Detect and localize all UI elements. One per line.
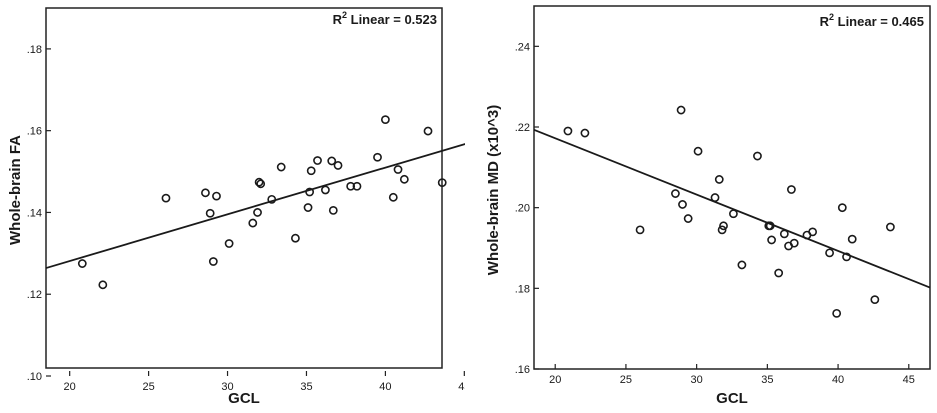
data-point (256, 179, 266, 189)
data-point (753, 151, 762, 161)
data-point (201, 188, 210, 198)
y-tick-label: .12 (27, 289, 42, 301)
data-point (825, 248, 834, 258)
data-point (276, 162, 286, 172)
fit-line (45, 143, 465, 269)
data-point (737, 260, 747, 270)
data-point (254, 177, 264, 187)
data-point (729, 209, 738, 219)
x-tick-label: 35 (761, 374, 773, 386)
data-point (333, 161, 343, 170)
y-tick-label: .14 (27, 207, 42, 219)
fa-scatter-chart: 20 25 30 35 40 45 .10 .12 .14 .16 .18 GCL Whole-br… (7, 7, 465, 407)
x-tick-label: 25 (620, 374, 632, 386)
data-point (563, 126, 573, 136)
data-point (224, 239, 234, 248)
x-tick-label: 35 (300, 381, 312, 393)
y-tick-label: .10 (27, 371, 42, 383)
data-point (291, 233, 300, 243)
data-point (423, 126, 433, 136)
y-tick-label: .18 (27, 44, 42, 56)
data-point (437, 178, 447, 187)
y-tick-label: .24 (515, 41, 530, 53)
data-point (380, 115, 390, 125)
data-point (313, 156, 322, 165)
data-point (717, 225, 727, 235)
plot-frame (533, 5, 931, 370)
x-tick-label: 30 (691, 374, 703, 386)
data-point (306, 166, 316, 176)
r2-annotation: R2 Linear = 0.523 (333, 10, 437, 27)
data-layer: 20 25 30 35 40 45 .10 .12 .14 .16 .18 (27, 44, 465, 393)
data-point (77, 259, 87, 268)
data-point (832, 308, 842, 318)
x-tick-label: 20 (549, 374, 561, 386)
data-point (327, 156, 337, 166)
data-point (305, 187, 315, 197)
data-point (205, 208, 215, 218)
y-axis-title: Whole-brain FA (7, 135, 24, 245)
data-point (352, 181, 362, 191)
data-point (678, 200, 687, 209)
data-layer: 20 25 30 35 40 45 .16 .18 .20 .22 .24 (515, 41, 931, 386)
data-point (693, 146, 703, 156)
data-point (676, 105, 686, 115)
x-tick-label: 30 (221, 381, 233, 393)
data-point (399, 174, 409, 184)
data-point (885, 222, 895, 232)
data-point (248, 218, 258, 228)
data-point (870, 295, 880, 305)
x-tick-label: 40 (832, 374, 844, 386)
data-point (321, 185, 330, 195)
x-tick-label: 25 (142, 381, 154, 393)
x-axis-title: GCL (716, 390, 748, 407)
data-point (786, 185, 796, 194)
y-tick-label: .22 (515, 122, 530, 134)
x-tick-label: 45 (903, 374, 915, 386)
data-point (710, 193, 720, 202)
x-tick-label: 20 (64, 381, 76, 393)
data-point (253, 208, 262, 217)
data-point (808, 227, 818, 237)
plot-frame (45, 7, 443, 369)
y-tick-label: .16 (27, 126, 42, 138)
y-axis-title: Whole-brain MD (x10^3) (485, 105, 502, 275)
data-point (388, 192, 398, 202)
data-point (303, 203, 313, 212)
data-point (98, 280, 108, 290)
y-tick-label: .18 (515, 283, 530, 295)
data-point (842, 252, 851, 262)
x-axis-title: GCL (228, 390, 260, 407)
y-tick-label: .20 (515, 203, 530, 215)
data-point (714, 175, 724, 184)
md-scatter-chart: 20 25 30 35 40 45 .16 .18 .20 .22 .24 GCL Whole-br… (485, 5, 931, 407)
data-point (161, 193, 171, 203)
data-point (683, 214, 693, 223)
y-tick-label: .16 (515, 364, 530, 376)
r2-annotation: R2 Linear = 0.465 (820, 12, 924, 29)
data-point (779, 229, 789, 239)
data-point (847, 234, 857, 244)
data-point (767, 235, 776, 245)
data-point (393, 165, 403, 174)
data-point (267, 194, 277, 204)
data-point (837, 203, 847, 213)
data-point (328, 205, 338, 215)
data-point (719, 221, 728, 231)
data-point (580, 128, 590, 138)
data-point (774, 268, 784, 278)
x-tick-label: 45 (458, 381, 465, 393)
data-point (671, 189, 680, 198)
data-point (373, 152, 382, 162)
x-tick-label: 40 (379, 381, 391, 393)
data-point (346, 181, 356, 191)
data-point (208, 257, 218, 266)
data-point (635, 225, 645, 235)
data-point (765, 221, 775, 231)
data-point (789, 238, 799, 248)
fit-line (533, 128, 931, 289)
data-point (212, 191, 221, 201)
